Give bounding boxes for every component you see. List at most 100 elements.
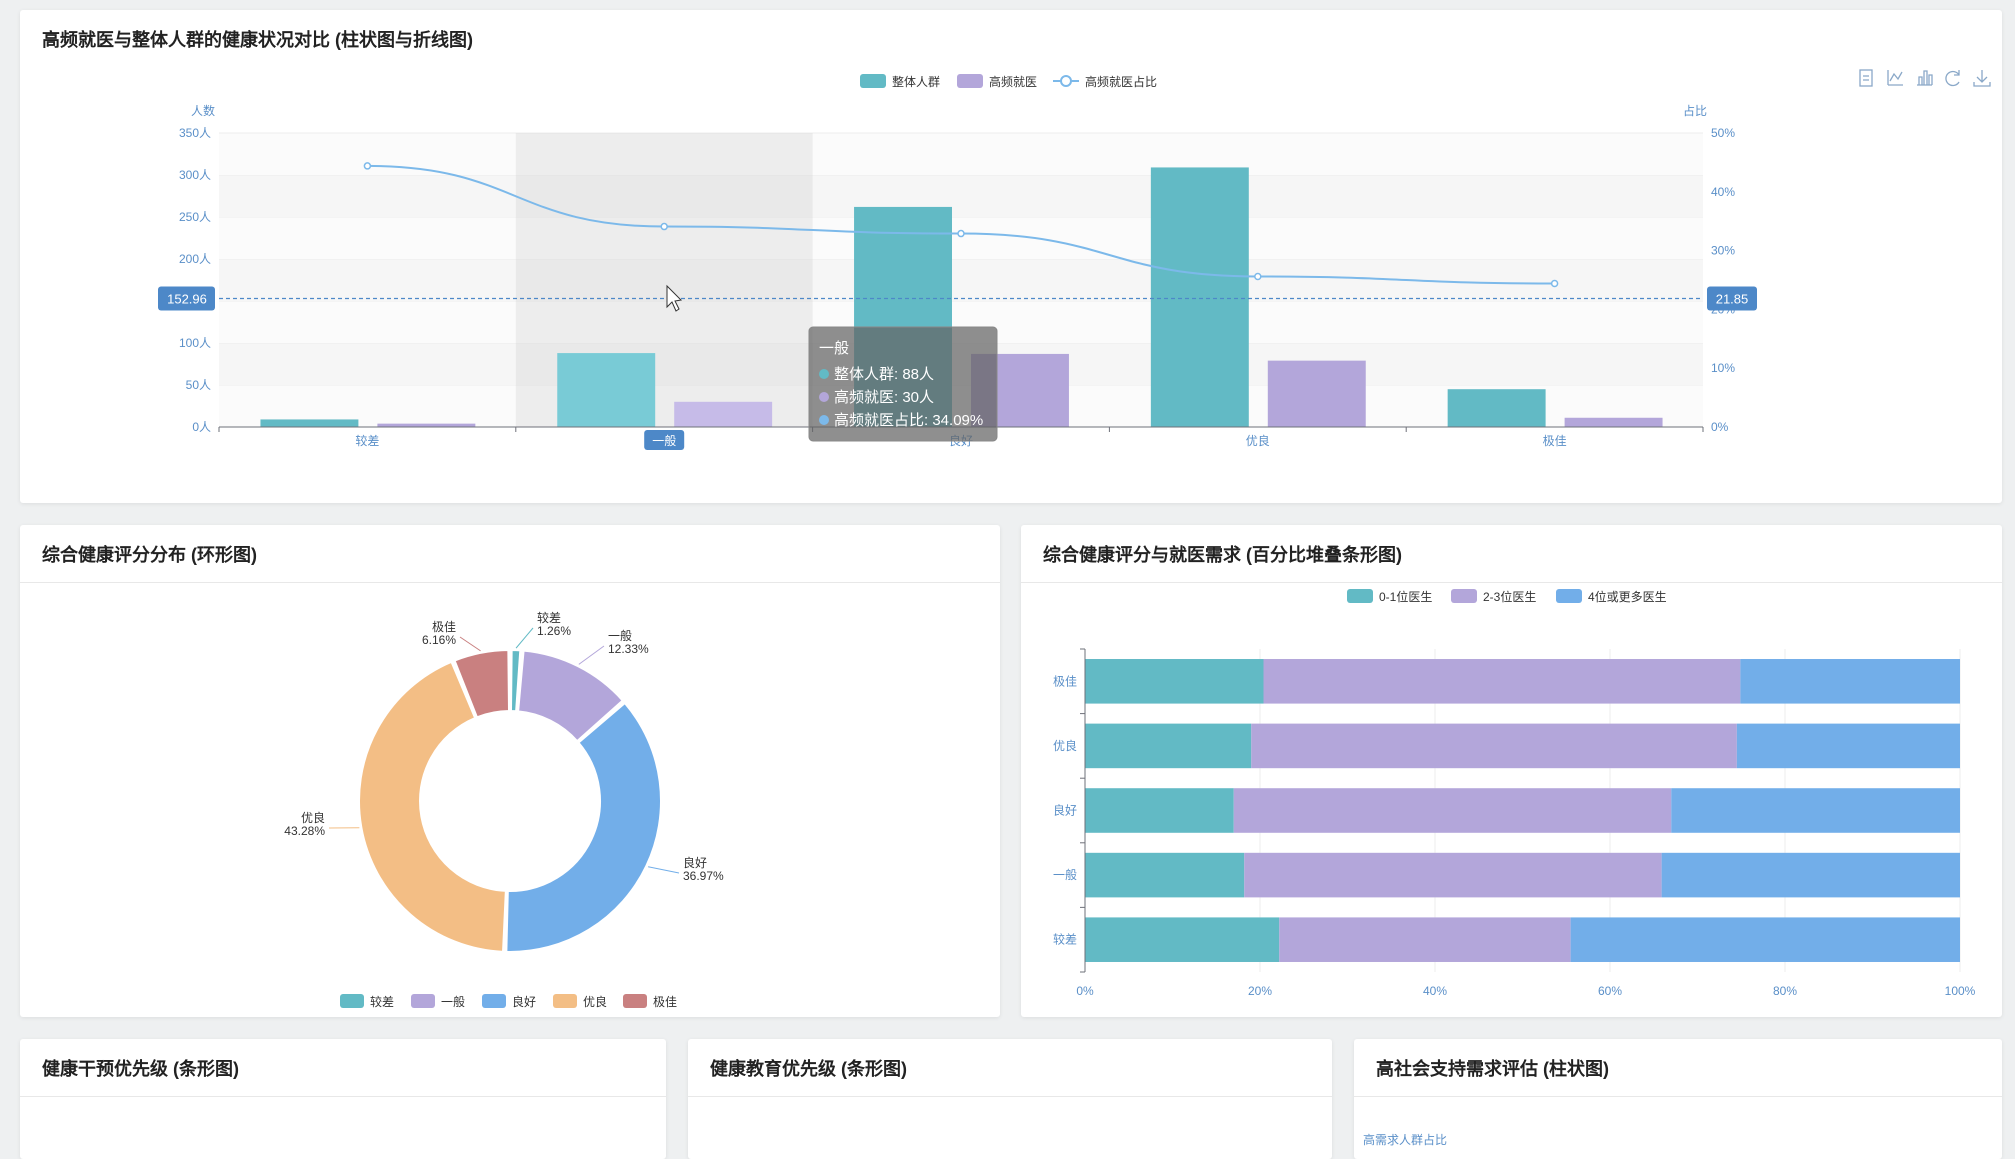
legend-label: 高频就医 bbox=[989, 74, 1037, 89]
axis-pointer-left-label: 152.96 bbox=[167, 292, 207, 307]
legend-swatch bbox=[340, 994, 364, 1008]
x-tick-label: 20% bbox=[1248, 984, 1272, 998]
x-tick-label: 40% bbox=[1423, 984, 1447, 998]
line-point bbox=[1552, 281, 1558, 287]
legend-swatch bbox=[1556, 589, 1582, 603]
slice-name-label: 良好 bbox=[683, 855, 707, 870]
stacked-bar-segment bbox=[1264, 659, 1741, 704]
legend-label: 一般 bbox=[441, 994, 465, 1009]
education-panel: 健康教育优先级 (条形图) bbox=[688, 1039, 1332, 1159]
stacked-bar-segment bbox=[1085, 659, 1264, 704]
legend-label: 优良 bbox=[583, 994, 607, 1009]
y-tick-label: 300人 bbox=[179, 168, 211, 182]
line-chart-icon[interactable] bbox=[1888, 70, 1903, 85]
tooltip-row: 高频就医占比: 34.09% bbox=[834, 412, 983, 429]
y-tick-label: 一般 bbox=[1053, 867, 1077, 882]
slice-percent-label: 43.28% bbox=[284, 824, 325, 838]
social-support-panel: 高社会支持需求评估 (柱状图) 高需求人群占比 bbox=[1354, 1039, 2002, 1159]
legend-swatch bbox=[623, 994, 647, 1008]
legend-swatch bbox=[411, 994, 435, 1008]
y-tick-label: 200人 bbox=[179, 252, 211, 266]
grid-band bbox=[219, 175, 1703, 217]
line-point bbox=[364, 163, 370, 169]
stacked-bar-segment bbox=[1571, 917, 1960, 962]
tooltip-row: 整体人群: 88人 bbox=[834, 366, 934, 383]
y-tick-label: 良好 bbox=[1053, 803, 1077, 818]
bar-overall bbox=[1448, 389, 1546, 427]
stacked-bar-segment bbox=[1085, 724, 1251, 769]
icon-part bbox=[1860, 70, 1872, 86]
y-tick-label: 较差 bbox=[1053, 932, 1077, 947]
data-view-icon[interactable] bbox=[1860, 70, 1872, 86]
label-line bbox=[579, 646, 604, 664]
donut-chart: 较差1.26%一般12.33%良好36.97%优良43.28%极佳6.16%较差… bbox=[20, 525, 1000, 1017]
slice-percent-label: 36.97% bbox=[683, 869, 724, 883]
stacked-bar-segment bbox=[1662, 853, 1960, 898]
slice-percent-label: 12.33% bbox=[608, 642, 649, 656]
stacked-bar-segment bbox=[1671, 788, 1960, 833]
y-tick-label: 50人 bbox=[186, 378, 211, 392]
download-icon[interactable] bbox=[1974, 70, 1990, 86]
y-tick-label: 极佳 bbox=[1053, 674, 1077, 688]
donut-slice bbox=[506, 703, 661, 952]
y-tick-label: 350人 bbox=[179, 126, 211, 140]
y-right-tick-label: 50% bbox=[1711, 126, 1735, 140]
slice-name-label: 极佳 bbox=[432, 620, 456, 634]
y-right-tick-label: 40% bbox=[1711, 185, 1735, 199]
slice-name-label: 一般 bbox=[608, 628, 632, 643]
tooltip-marker bbox=[819, 369, 829, 379]
slice-percent-label: 6.16% bbox=[422, 633, 456, 647]
bar-chart-icon[interactable] bbox=[1917, 71, 1932, 85]
intervention-panel-title: 健康干预优先级 (条形图) bbox=[42, 1055, 239, 1081]
x-tick-label: 极佳 bbox=[1543, 434, 1567, 448]
bar-overall bbox=[260, 419, 358, 427]
divider bbox=[1354, 1096, 2002, 1097]
legend-swatch bbox=[957, 74, 983, 88]
x-tick-label: 较差 bbox=[355, 433, 379, 448]
legend-swatch bbox=[553, 994, 577, 1008]
label-line bbox=[460, 637, 481, 651]
legend-swatch-point bbox=[1061, 76, 1071, 86]
stacked-bar-segment bbox=[1279, 917, 1570, 962]
legend-swatch bbox=[1451, 589, 1477, 603]
education-panel-title: 健康教育优先级 (条形图) bbox=[710, 1055, 907, 1081]
grid-band bbox=[219, 217, 1703, 259]
stacked-bar-segment bbox=[1085, 917, 1279, 962]
restore-icon[interactable] bbox=[1946, 70, 1959, 86]
divider bbox=[688, 1096, 1332, 1097]
x-tick-label: 一般 bbox=[652, 433, 676, 448]
comparison-chart: 0人50人100人150人200人250人300人350人0%10%20%30%… bbox=[20, 10, 2002, 503]
y-tick-label: 250人 bbox=[179, 210, 211, 224]
x-tick-label: 80% bbox=[1773, 984, 1797, 998]
tooltip-marker bbox=[819, 392, 829, 402]
divider bbox=[20, 1096, 666, 1097]
legend-label: 良好 bbox=[512, 994, 536, 1009]
y-right-tick-label: 10% bbox=[1711, 361, 1735, 375]
legend-swatch bbox=[1347, 589, 1373, 603]
icon-part bbox=[1888, 70, 1903, 85]
x-tick-label: 0% bbox=[1076, 984, 1094, 998]
stacked-bar-segment bbox=[1740, 659, 1960, 704]
legend-label: 高频就医占比 bbox=[1085, 74, 1157, 89]
stacked-panel: 综合健康评分与就医需求 (百分比堆叠条形图) 0%20%40%60%80%100… bbox=[1021, 525, 2002, 1017]
legend-label: 极佳 bbox=[653, 995, 677, 1009]
icon-part bbox=[1974, 70, 1990, 86]
y-right-tick-label: 0% bbox=[1711, 420, 1729, 434]
bar-overall bbox=[1151, 167, 1249, 427]
line-point bbox=[958, 231, 964, 237]
grid-band bbox=[219, 259, 1703, 301]
legend-swatch bbox=[482, 994, 506, 1008]
tooltip-row: 高频就医: 30人 bbox=[834, 389, 934, 406]
tooltip-marker bbox=[819, 415, 829, 425]
bar-frequent bbox=[1565, 418, 1663, 427]
slice-name-label: 优良 bbox=[301, 810, 325, 825]
icon-part bbox=[1946, 70, 1959, 86]
intervention-panel: 健康干预优先级 (条形图) bbox=[20, 1039, 666, 1159]
y-tick-label: 0人 bbox=[192, 420, 211, 434]
comparison-panel: 高频就医与整体人群的健康状况对比 (柱状图与折线图) 0人50人100人150人… bbox=[20, 10, 2002, 503]
y-right-tick-label: 30% bbox=[1711, 244, 1735, 258]
slice-name-label: 较差 bbox=[537, 610, 561, 625]
label-line bbox=[648, 867, 679, 873]
line-point bbox=[661, 224, 667, 230]
bar-frequent bbox=[377, 424, 475, 427]
